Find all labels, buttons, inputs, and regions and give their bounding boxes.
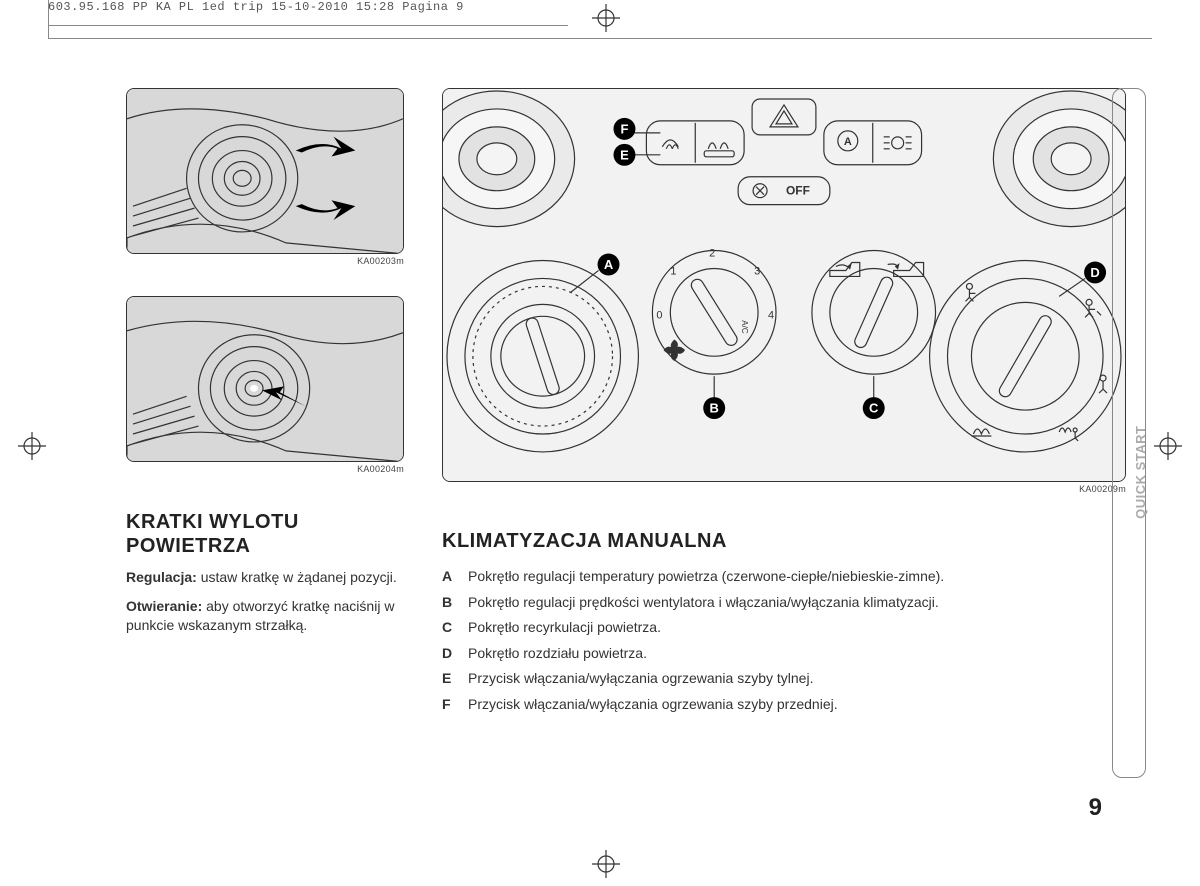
label-bold: Regulacja: — [126, 569, 197, 585]
crop-line — [48, 0, 49, 38]
page-content: KA00203m — [126, 88, 1146, 808]
def-val: Pokrętło rozdziału powietrza. — [468, 644, 1126, 664]
heading-line: KRATKI WYLOTU — [126, 511, 299, 533]
figure-caption: KA00204m — [126, 464, 404, 474]
off-label: OFF — [786, 184, 810, 198]
svg-text:D: D — [1090, 265, 1099, 280]
definition-row: CPokrętło recyrkulacji powietrza. — [442, 618, 1126, 638]
svg-text:E: E — [620, 147, 629, 162]
definition-row: BPokrętło regulacji prędkości wentylator… — [442, 593, 1126, 613]
def-key: B — [442, 593, 468, 613]
registration-mark-icon — [592, 850, 620, 878]
svg-text:4: 4 — [768, 309, 774, 321]
heading-line: POWIETRZA — [126, 535, 251, 557]
svg-text:A/C: A/C — [740, 320, 749, 334]
vent-adjust-illustration — [127, 89, 403, 254]
svg-text:2: 2 — [709, 248, 715, 260]
definition-row: APokrętło regulacji temperatury powietrz… — [442, 567, 1126, 587]
registration-mark-icon — [592, 4, 620, 32]
figure-climate-panel: A OFF — [442, 88, 1126, 482]
label-bold: Otwieranie: — [126, 598, 202, 614]
svg-text:3: 3 — [754, 265, 760, 277]
def-key: D — [442, 644, 468, 664]
definition-row: DPokrętło rozdziału powietrza. — [442, 644, 1126, 664]
def-key: A — [442, 567, 468, 587]
registration-mark-icon — [1154, 432, 1182, 460]
crop-header: 603.95.168 PP KA PL 1ed trip 15-10-2010 … — [48, 0, 464, 14]
paragraph-opening: Otwieranie: aby otworzyć kratkę naciśnij… — [126, 597, 404, 635]
svg-text:F: F — [621, 121, 629, 136]
def-key: C — [442, 618, 468, 638]
svg-text:B: B — [710, 401, 719, 416]
definition-row: EPrzycisk włączania/wyłączania ogrzewani… — [442, 669, 1126, 689]
crop-line — [48, 38, 1152, 39]
side-tab-label: QUICK START — [1133, 426, 1148, 519]
vent-open-illustration — [127, 297, 403, 462]
right-column: A OFF — [442, 88, 1126, 721]
def-key: F — [442, 695, 468, 715]
def-key: E — [442, 669, 468, 689]
svg-text:0: 0 — [656, 309, 662, 321]
svg-text:A: A — [604, 257, 614, 272]
paragraph-regulation: Regulacja: ustaw kratkę w żądanej pozycj… — [126, 568, 404, 587]
crop-line — [48, 25, 568, 26]
def-val: Przycisk włączania/wyłączania ogrzewania… — [468, 669, 1126, 689]
def-val: Przycisk włączania/wyłączania ogrzewania… — [468, 695, 1126, 715]
label-text: ustaw kratkę w żądanej pozycji. — [197, 569, 397, 585]
figure-caption: KA00203m — [126, 256, 404, 266]
page-number: 9 — [1089, 794, 1102, 822]
registration-mark-icon — [18, 432, 46, 460]
heading-manual-climate: KLIMATYZACJA MANUALNA — [442, 530, 1126, 553]
def-val: Pokrętło regulacji prędkości wentylatora… — [468, 593, 1126, 613]
def-val: Pokrętło regulacji temperatury powietrza… — [468, 567, 1126, 587]
svg-text:A: A — [844, 136, 852, 148]
svg-text:C: C — [869, 401, 878, 416]
definition-row: FPrzycisk włączania/wyłączania ogrzewani… — [442, 695, 1126, 715]
figure-caption: KA00209m — [442, 484, 1126, 494]
definition-list: APokrętło regulacji temperatury powietrz… — [442, 567, 1126, 715]
left-column: KA00203m — [126, 88, 404, 635]
figure-vent-open — [126, 296, 404, 462]
def-val: Pokrętło recyrkulacji powietrza. — [468, 618, 1126, 638]
svg-text:1: 1 — [670, 265, 676, 277]
figure-vent-adjust — [126, 88, 404, 254]
heading-air-vents: KRATKI WYLOTU POWIETRZA — [126, 510, 404, 558]
climate-panel-illustration: A OFF — [443, 89, 1125, 482]
